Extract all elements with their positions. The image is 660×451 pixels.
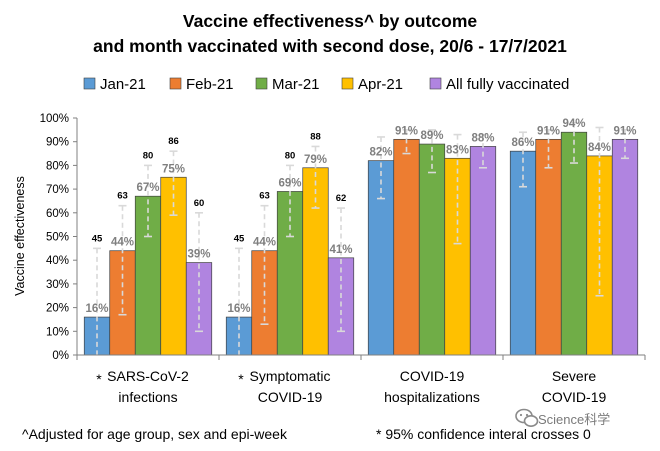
category-ci-marker: * [96,371,102,387]
data-label: 86% [511,137,534,149]
category-label: COVID-19 [400,368,465,384]
confidence-intervals [93,121,629,355]
data-label: 88% [471,132,494,144]
bar [611,138,639,356]
y-tick-label: 70% [46,184,69,196]
bar [367,160,395,356]
legend-label: Apr-21 [358,76,403,93]
ci-upper-label: 63 [117,191,128,202]
data-label: 91% [613,125,636,137]
ci-upper-label: 88 [310,131,321,142]
legend-label: Feb-21 [186,76,234,93]
ci-upper-label: 80 [285,150,296,161]
category-label: Severe [552,368,597,384]
bar [535,138,562,356]
data-label: 83% [446,144,469,156]
y-tick-label: 40% [46,255,69,267]
data-label: 41% [329,244,352,256]
category-label: COVID-19 [542,389,607,405]
legend-swatch [169,77,182,90]
category-label: SARS-CoV-2 [107,368,189,384]
data-label: 75% [162,163,185,175]
data-label: 79% [304,154,327,166]
y-tick-label: 30% [46,279,69,291]
legend-swatch [255,77,268,90]
bar [469,146,497,356]
data-label: 44% [253,237,276,249]
y-tick-label: 60% [46,208,69,220]
footnote-confidence-interval: * 95% confidence interal crosses 0 [376,426,591,442]
legend-label: Mar-21 [272,76,320,93]
legend-label: Jan-21 [100,76,146,93]
data-labels: 45 16% 63 44% 80 67% 86 75% 60 39% 45 16% 63 44% 80 69%… [85,118,636,315]
bar [560,131,588,356]
data-label: 44% [111,237,134,249]
y-tick-label: 90% [46,137,69,149]
y-tick-label: 80% [46,160,69,172]
data-label: 67% [136,182,159,194]
category-label: hospitalizations [384,389,480,405]
bar [276,191,304,356]
y-tick-label: 20% [46,303,69,315]
legend-label: All fully vaccinated [446,76,569,93]
ci-upper-label: 45 [92,233,103,244]
ci-upper-label: 60 [194,198,205,209]
y-axis-label: Vaccine effectiveness [13,176,27,296]
chart-title-line-2: and month vaccinated with second dose, 2… [93,36,567,56]
data-label: 91% [537,125,560,137]
category-label: COVID-19 [258,389,323,405]
data-label: 39% [187,249,210,261]
legend-swatch [429,77,442,90]
watermark: Science科学 [515,408,610,427]
category-label: infections [118,389,177,405]
bar [509,150,537,356]
y-axis-ticks: 0% 10% 20% 30% 40% 50% 60% 70% 80% 90% 100% [40,113,77,362]
y-tick-label: 50% [46,232,69,244]
legend-swatch [341,77,354,90]
data-label: 91% [395,125,418,137]
y-tick-label: 0% [52,350,69,362]
data-label: 16% [85,303,108,315]
data-label: 94% [562,118,585,130]
data-label: 84% [588,142,611,154]
wechat-logo-icon [515,408,539,427]
category-label: Symptomatic [250,368,331,384]
bar [302,167,329,356]
legend: Jan-21 Feb-21 Mar-21 Apr-21 All fully vaccin… [83,76,569,93]
bar [418,143,446,356]
watermark-text: Science科学 [538,412,610,427]
data-label: 16% [227,303,250,315]
ci-upper-label: 63 [259,191,270,202]
ci-upper-label: 62 [336,193,347,204]
category-labels: SARS-CoV-2 infections * Symptomatic COVID-19… [96,368,606,405]
footnote-adjusted: ^Adjusted for age group, sex and epi-wee… [22,426,288,442]
legend-swatch [83,77,96,90]
bars [83,131,639,356]
category-ci-marker: * [238,371,244,387]
ci-upper-label: 80 [143,150,154,161]
bar [393,138,420,356]
ci-upper-label: 86 [168,136,179,147]
chart-title-line-1: Vaccine effectiveness^ by outcome [183,11,478,31]
y-tick-label: 10% [46,326,69,338]
data-label: 89% [420,130,443,142]
data-label: 82% [369,147,392,159]
ci-upper-label: 45 [234,233,245,244]
data-label: 69% [278,177,301,189]
bar [134,195,162,356]
y-tick-label: 100% [40,113,69,125]
axes [76,118,646,360]
